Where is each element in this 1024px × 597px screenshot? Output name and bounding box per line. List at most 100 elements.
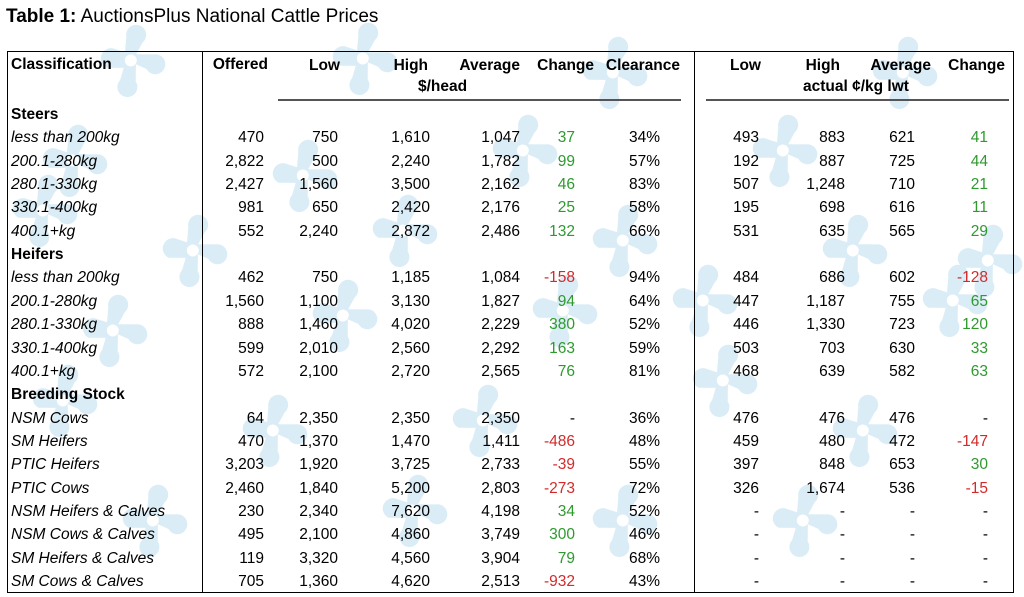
cell-average-kg: 616 [889, 199, 915, 217]
cell-classification: 330.1-400kg [11, 199, 98, 217]
cell-average-kg: 630 [889, 339, 915, 357]
cell-average: 2,292 [481, 339, 520, 357]
cell-change-kg: 120 [962, 316, 988, 334]
cell-average: 2,229 [481, 316, 520, 334]
cell-high: 2,420 [391, 199, 430, 217]
cell-offered: 3,203 [225, 456, 264, 474]
cell-low-kg: 476 [733, 409, 759, 427]
cell-clearance: 52% [628, 316, 660, 334]
cell-change: 380 [549, 316, 575, 334]
table-caption: Table 1: AuctionsPlus National Cattle Pr… [6, 6, 378, 28]
cell-change-kg: - [982, 573, 988, 590]
cell-low-kg: 192 [733, 152, 759, 170]
cell-low: 2,100 [299, 362, 338, 380]
cell-offered: 1,560 [225, 292, 264, 310]
cell-change-kg: - [982, 549, 988, 567]
cell-classification: 400.1+kg [11, 362, 76, 380]
cell-low: 1,560 [299, 176, 338, 194]
cell-high-kg: 1,187 [806, 292, 845, 310]
cell-classification: SM Heifers [11, 432, 88, 450]
header-change-kg: Change [948, 57, 1005, 74]
cell-clearance: 94% [628, 269, 660, 287]
cell-low-kg: 446 [733, 316, 759, 334]
cell-low: 1,370 [299, 432, 338, 450]
cell-average-kg: 725 [889, 152, 915, 170]
cell-offered: 705 [238, 573, 264, 590]
cell-classification: less than 200kg [11, 269, 120, 287]
cell-average: 1,782 [481, 152, 520, 170]
cell-classification: 200.1-280kg [11, 152, 98, 170]
cell-average-kg: 582 [889, 362, 915, 380]
cell-offered: 64 [246, 409, 264, 427]
cell-low-kg: 468 [733, 362, 759, 380]
cell-high: 3,725 [391, 456, 430, 474]
header-change: Change [537, 57, 594, 74]
cell-change-kg: -15 [965, 479, 988, 497]
cell-classification: 280.1-330kg [11, 316, 98, 334]
cell-offered: 888 [238, 316, 264, 334]
cell-classification: SM Heifers & Calves [11, 549, 154, 567]
cell-average-kg: 621 [889, 129, 915, 147]
header-clearance: Clearance [605, 57, 680, 74]
cell-change-kg: -128 [956, 269, 988, 287]
cell-high-kg: 480 [819, 432, 845, 450]
cell-change: 79 [557, 549, 575, 567]
cell-classification: less than 200kg [11, 129, 120, 147]
cell-average: 2,350 [481, 409, 520, 427]
cell-clearance: 43% [628, 573, 660, 590]
header-average-kg: Average [870, 57, 931, 74]
cell-average-kg: - [909, 549, 915, 567]
cell-low: 1,100 [299, 292, 338, 310]
cell-change-kg: 33 [970, 339, 988, 357]
cell-high-kg: 635 [819, 222, 845, 240]
cell-change-kg: -147 [956, 432, 988, 450]
cell-average-kg: 476 [889, 409, 915, 427]
cell-average: 1,411 [482, 432, 520, 450]
table-caption-title: AuctionsPlus National Cattle Prices [80, 6, 379, 27]
cell-offered: 2,460 [225, 479, 264, 497]
cell-high: 2,720 [391, 362, 430, 380]
cell-low: 1,460 [299, 316, 338, 334]
cell-low: 2,240 [299, 222, 338, 240]
cell-change: 99 [557, 152, 575, 170]
cell-average-kg: 602 [889, 269, 915, 287]
cell-change-kg: 63 [970, 362, 988, 380]
cell-classification: NSM Heifers & Calves [11, 502, 166, 520]
cell-clearance: 72% [628, 479, 660, 497]
cell-high-kg: 1,330 [806, 316, 845, 334]
cell-change: 163 [549, 339, 575, 357]
header-classification: Classification [11, 56, 112, 73]
cell-change: 37 [557, 129, 575, 147]
cell-change-kg: 65 [970, 292, 988, 310]
cell-average: 3,904 [481, 549, 520, 567]
cell-clearance: 36% [628, 409, 660, 427]
cell-average: 1,827 [481, 292, 520, 310]
cell-clearance: 64% [628, 292, 660, 310]
cell-high-kg: - [839, 549, 845, 567]
cell-high-kg: 848 [819, 456, 845, 474]
cell-low: 1,920 [299, 456, 338, 474]
cell-average-kg: 755 [889, 292, 915, 310]
cell-high-kg: 887 [819, 152, 845, 170]
section-heading: Heifers [11, 246, 64, 264]
cell-change: -39 [552, 456, 575, 474]
cell-high: 2,350 [391, 409, 430, 427]
cell-average-kg: - [909, 526, 915, 544]
section-heading: Steers [11, 106, 59, 123]
cell-low: 2,100 [299, 526, 338, 544]
cell-offered: 470 [238, 129, 264, 147]
cell-clearance: 58% [628, 199, 660, 217]
cell-clearance: 59% [628, 339, 660, 357]
cell-high: 2,560 [391, 339, 430, 357]
cell-high: 3,500 [391, 176, 430, 194]
cell-change-kg: 11 [971, 199, 988, 217]
cell-low-kg: 326 [733, 479, 759, 497]
cell-low-kg: 531 [733, 222, 759, 240]
cell-low-kg: 397 [733, 456, 759, 474]
cell-change: 46 [557, 176, 575, 194]
header-high: High [393, 57, 428, 74]
cell-change: -158 [543, 269, 575, 287]
cell-low-kg: - [753, 549, 759, 567]
cell-clearance: 66% [628, 222, 660, 240]
unit-per-head: $/head [418, 78, 468, 95]
